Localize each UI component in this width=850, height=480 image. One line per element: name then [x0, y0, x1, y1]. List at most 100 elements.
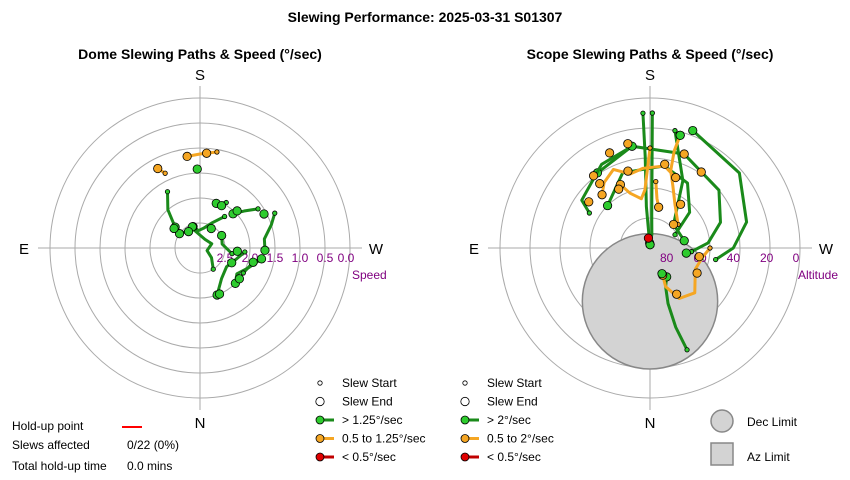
legend-marker-swatch [315, 434, 325, 443]
slew-point [192, 164, 202, 174]
slew-start-marker [707, 245, 713, 251]
compass-south: S [195, 67, 205, 84]
compass-north: N [195, 415, 206, 432]
slew-point [216, 201, 227, 211]
slew-start-marker [240, 270, 246, 276]
legend-marker-swatch [315, 452, 325, 462]
radial-tick-label: 0.0 [338, 251, 355, 265]
legend-label-end: Slew End [487, 395, 538, 409]
slew-point [681, 248, 691, 258]
legend-start-swatch [317, 380, 323, 386]
slew-point [183, 227, 194, 237]
slew-end-marker [602, 200, 613, 211]
radial-tick-label: 1.0 [292, 251, 309, 265]
legend-label-start: Slew Start [342, 376, 397, 390]
slew-start-marker [640, 110, 646, 116]
slew-point [595, 179, 605, 189]
slew-start-marker [222, 213, 228, 220]
slew-end-marker [688, 125, 698, 136]
slew-path [166, 190, 177, 229]
slew-point [169, 223, 179, 234]
legend-marker-swatch [315, 415, 325, 425]
legend-marker-swatch [460, 434, 470, 443]
compass-south: S [645, 67, 655, 84]
page-title: Slewing Performance: 2025-03-31 S01307 [287, 9, 563, 25]
slew-point [672, 289, 682, 299]
slew-point [605, 148, 615, 158]
legend-dec-limit-swatch [710, 409, 734, 433]
slew-point [623, 139, 633, 149]
slew-point [256, 254, 267, 264]
slew-start-marker [162, 170, 168, 176]
radial-axis-label: Altitude [798, 268, 838, 282]
slew-start-marker [210, 266, 216, 272]
slew-point [214, 289, 225, 299]
legend-label-start: Slew Start [487, 376, 542, 390]
slew-point [657, 269, 667, 279]
panel-title-2: Scope Slewing Paths & Speed (°/sec) [527, 46, 774, 62]
slew-point [227, 258, 237, 268]
slew-point [696, 167, 706, 177]
slew-start-marker [713, 256, 719, 263]
slew-point [232, 246, 242, 256]
slew-point [679, 149, 689, 159]
slew-point [206, 223, 216, 234]
radial-axis-label: Speed [352, 268, 387, 282]
slew-point [259, 209, 269, 219]
slew-end-marker [182, 151, 192, 162]
legend-az-limit-swatch [710, 442, 734, 466]
legend-marker-swatch [460, 452, 470, 462]
compass-east: E [469, 241, 479, 258]
legend-az-limit-label: Az Limit [747, 450, 790, 464]
slew-start-marker [586, 210, 592, 216]
radial-tick-label: 0.5 [317, 251, 334, 265]
slew-start-marker [649, 110, 655, 116]
slew-start-marker [684, 347, 690, 353]
slew-start-marker [647, 145, 653, 151]
slews-affected-value: 0/22 (0%) [127, 438, 180, 452]
slew-start-marker [214, 149, 220, 155]
legend-end-swatch [460, 396, 470, 407]
slew-point [692, 268, 702, 278]
slew-point [234, 274, 245, 284]
slew-start-marker [255, 206, 261, 212]
legend-label-fast: > 1.25°/sec [342, 413, 403, 427]
slew-start-marker [272, 210, 278, 216]
slew-start-marker [164, 189, 171, 195]
slew-end-marker [153, 163, 163, 174]
slew-path [215, 250, 247, 297]
slew-start-marker [653, 178, 659, 185]
legend-end-swatch [315, 396, 325, 407]
slew-point [614, 184, 624, 194]
slew-end-marker [654, 202, 664, 212]
holdup-line-swatch [122, 426, 142, 428]
slew-point [588, 171, 599, 181]
radial-tick-label: 0 [793, 251, 800, 265]
slew-path [262, 211, 277, 252]
slew-point [232, 206, 242, 216]
slew-start-marker [672, 232, 678, 238]
slew-start-marker [242, 249, 248, 255]
slew-end-marker [217, 230, 227, 241]
radial-tick-label: 40 [727, 251, 741, 265]
legend-label-fast: > 2°/sec [487, 413, 531, 427]
legend-label-medium: 0.5 to 2°/sec [487, 432, 554, 446]
slew-point [584, 197, 594, 207]
legend-label-end: Slew End [342, 395, 393, 409]
slews-affected-label: Slews affected [12, 438, 90, 452]
compass-west: W [369, 241, 384, 258]
slew-point [202, 148, 212, 158]
slew-point [623, 166, 633, 176]
slew-end-marker [679, 236, 689, 246]
holdup-time-label: Total hold-up time [12, 459, 107, 473]
legend-label-medium: 0.5 to 1.25°/sec [342, 432, 426, 446]
slew-end-marker [597, 190, 607, 200]
slew-point [675, 130, 685, 140]
slew-point [694, 252, 704, 262]
slew-end-marker [248, 257, 258, 267]
slew-path [178, 227, 215, 271]
slew-point [668, 219, 679, 230]
legend-start-swatch [462, 380, 468, 386]
holdup-point-label: Hold-up point [12, 419, 84, 433]
legend-dec-limit-label: Dec Limit [747, 415, 798, 429]
